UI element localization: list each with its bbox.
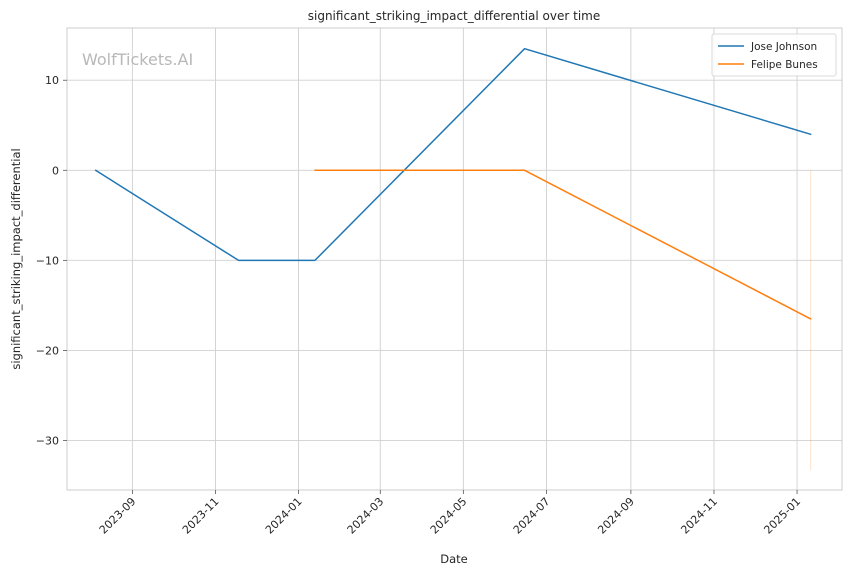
x-tick-label: 2024-05 (428, 495, 470, 537)
watermark: WolfTickets.AI (82, 50, 193, 69)
x-tick-label: 2023-11 (180, 495, 222, 537)
x-tick-label: 2024-07 (511, 495, 553, 537)
grid-lines (67, 28, 842, 490)
legend-label: Jose Johnson (750, 41, 817, 53)
x-tick-label: 2024-01 (263, 495, 305, 537)
series-line-felipe-bunes (314, 169, 812, 320)
y-tick-label: −10 (36, 254, 59, 267)
x-axis-title: Date (440, 552, 468, 566)
legend-label: Felipe Bunes (751, 59, 818, 71)
legend: Jose Johnson Felipe Bunes (711, 33, 837, 77)
x-tick-label: 2023-09 (97, 495, 139, 537)
x-tick-label: 2025-01 (761, 495, 803, 537)
y-tick-label: −30 (36, 434, 59, 447)
series-lines (94, 47, 812, 471)
x-tick-label: 2024-03 (345, 495, 387, 537)
y-tick-label: −20 (36, 344, 59, 357)
y-tick-label: 0 (52, 164, 59, 177)
chart-title: significant_striking_impact_differential… (308, 9, 600, 23)
y-axis-ticks: 10 0 −10 −20 −30 (36, 74, 67, 447)
x-tick-label: 2024-11 (678, 495, 720, 537)
y-tick-label: 10 (45, 74, 59, 87)
y-axis-title: significant_striking_impact_differential (9, 148, 23, 369)
series-line-jose-johnson (94, 47, 812, 262)
plot-area (66, 27, 843, 491)
x-axis-ticks: 2023-09 2023-11 2024-01 2024-03 2024-05 2024-… (97, 490, 803, 537)
legend-box (711, 33, 837, 77)
x-tick-label: 2024-09 (595, 495, 637, 537)
